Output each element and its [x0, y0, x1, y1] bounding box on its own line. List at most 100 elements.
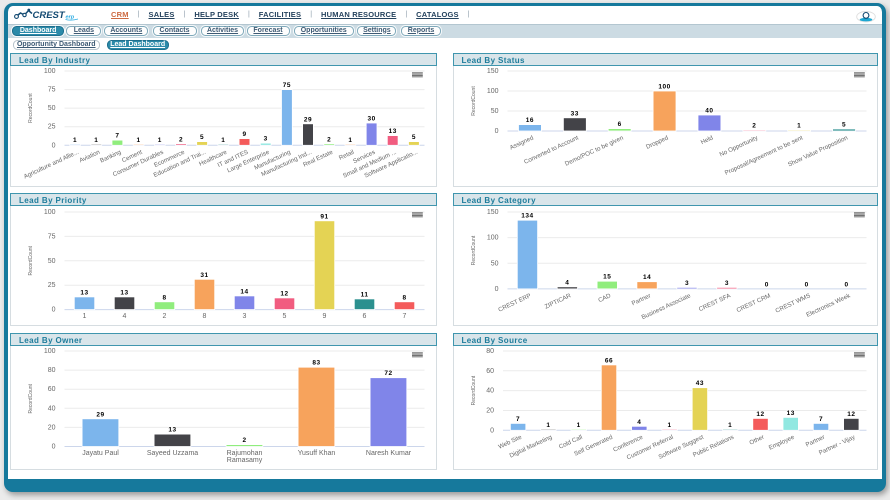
svg-text:Sayeed Uzzama: Sayeed Uzzama [147, 450, 198, 457]
svg-text:31: 31 [200, 272, 208, 279]
svg-text:CREST SFA: CREST SFA [697, 292, 732, 313]
svg-text:Partner: Partner [630, 292, 651, 307]
svg-text:33: 33 [570, 110, 578, 117]
svg-text:20: 20 [486, 408, 494, 415]
svg-text:9: 9 [242, 131, 246, 138]
svg-text:4: 4 [637, 419, 641, 426]
svg-text:13: 13 [786, 410, 794, 417]
svg-text:Yusuff Khan: Yusuff Khan [298, 450, 336, 457]
svg-text:13: 13 [80, 289, 88, 296]
svg-text:2: 2 [752, 123, 756, 130]
svg-text:100: 100 [658, 84, 670, 91]
svg-text:2: 2 [179, 136, 183, 143]
svg-text:150: 150 [486, 68, 498, 75]
svg-text:50: 50 [48, 105, 56, 112]
svg-text:0: 0 [52, 444, 56, 451]
svg-text:RecordCount: RecordCount [28, 245, 34, 275]
svg-text:3: 3 [724, 280, 728, 287]
svg-text:7: 7 [403, 313, 407, 320]
svg-text:75: 75 [283, 82, 291, 89]
svg-text:Proposal/Agreement to be sent: Proposal/Agreement to be sent [723, 134, 804, 177]
svg-text:100: 100 [44, 348, 56, 355]
svg-text:75: 75 [48, 87, 56, 94]
svg-text:0: 0 [804, 281, 808, 288]
svg-text:50: 50 [490, 260, 498, 267]
svg-text:4: 4 [565, 279, 569, 286]
svg-text:100: 100 [486, 88, 498, 95]
svg-text:0: 0 [494, 286, 498, 293]
svg-text:9: 9 [323, 313, 327, 320]
svg-text:ZIPTICAR: ZIPTICAR [543, 292, 572, 310]
svg-text:1: 1 [137, 137, 141, 144]
svg-text:RecordCount: RecordCount [471, 86, 477, 116]
svg-text:Ramasamy: Ramasamy [227, 457, 263, 464]
svg-text:Other: Other [748, 434, 765, 447]
svg-text:No Opportunity: No Opportunity [718, 134, 759, 158]
svg-text:100: 100 [44, 209, 56, 216]
svg-text:11: 11 [361, 291, 369, 298]
svg-text:29: 29 [96, 411, 104, 418]
svg-text:134: 134 [521, 213, 533, 220]
svg-text:Aviation: Aviation [78, 149, 101, 165]
svg-text:0: 0 [494, 128, 498, 135]
svg-text:Employee: Employee [767, 434, 795, 452]
svg-text:5: 5 [412, 134, 416, 141]
svg-text:Partner: Partner [804, 434, 825, 449]
svg-text:8: 8 [203, 313, 207, 320]
svg-text:0: 0 [490, 427, 494, 434]
svg-text:1: 1 [546, 422, 550, 429]
svg-text:5: 5 [200, 134, 204, 141]
svg-text:12: 12 [847, 411, 855, 418]
svg-text:CREST ERP: CREST ERP [497, 292, 532, 313]
svg-text:25: 25 [48, 124, 56, 131]
svg-text:12: 12 [280, 290, 288, 297]
svg-text:Agriculture and Allie...: Agriculture and Allie... [23, 149, 80, 181]
svg-text:1: 1 [576, 422, 580, 429]
svg-text:Held: Held [699, 134, 714, 146]
svg-text:75: 75 [48, 233, 56, 240]
svg-text:1: 1 [728, 422, 732, 429]
svg-text:5: 5 [842, 122, 846, 129]
svg-text:erp: erp [66, 15, 75, 21]
svg-text:CREST CRM: CREST CRM [735, 292, 771, 314]
svg-text:20: 20 [48, 424, 56, 431]
svg-text:CREST: CREST [33, 10, 66, 21]
svg-text:12: 12 [756, 411, 764, 418]
svg-text:2: 2 [163, 313, 167, 320]
svg-text:60: 60 [486, 368, 494, 375]
svg-text:5: 5 [283, 313, 287, 320]
svg-text:RecordCount: RecordCount [471, 375, 477, 405]
svg-text:43: 43 [695, 380, 703, 387]
svg-text:150: 150 [486, 209, 498, 216]
svg-text:66: 66 [604, 357, 612, 364]
svg-text:8: 8 [402, 294, 406, 301]
svg-text:1: 1 [73, 137, 77, 144]
svg-text:13: 13 [120, 289, 128, 296]
svg-text:1: 1 [797, 123, 801, 130]
svg-text:0: 0 [764, 281, 768, 288]
svg-text:14: 14 [240, 288, 248, 295]
svg-text:Electronics Week: Electronics Week [805, 292, 852, 319]
svg-text:7: 7 [819, 416, 823, 423]
svg-text:6: 6 [363, 313, 367, 320]
svg-text:60: 60 [48, 386, 56, 393]
svg-text:7: 7 [115, 133, 119, 140]
svg-text:RecordCount: RecordCount [28, 383, 34, 413]
svg-text:Naresh Kumar: Naresh Kumar [366, 450, 412, 457]
svg-text:50: 50 [48, 258, 56, 265]
svg-text:4: 4 [123, 313, 127, 320]
svg-text:14: 14 [642, 274, 650, 281]
svg-text:6: 6 [617, 121, 621, 128]
svg-text:Jayatu Paul: Jayatu Paul [82, 450, 119, 457]
svg-text:Banking: Banking [99, 149, 123, 165]
svg-text:7: 7 [516, 416, 520, 423]
svg-text:Assigned: Assigned [508, 134, 535, 151]
svg-text:16: 16 [525, 117, 533, 124]
svg-text:30: 30 [367, 116, 375, 123]
svg-text:0: 0 [52, 307, 56, 314]
svg-text:0: 0 [52, 142, 56, 149]
svg-text:50: 50 [490, 108, 498, 115]
svg-text:91: 91 [320, 213, 328, 220]
svg-text:3: 3 [684, 280, 688, 287]
svg-text:RecordCount: RecordCount [471, 235, 477, 265]
